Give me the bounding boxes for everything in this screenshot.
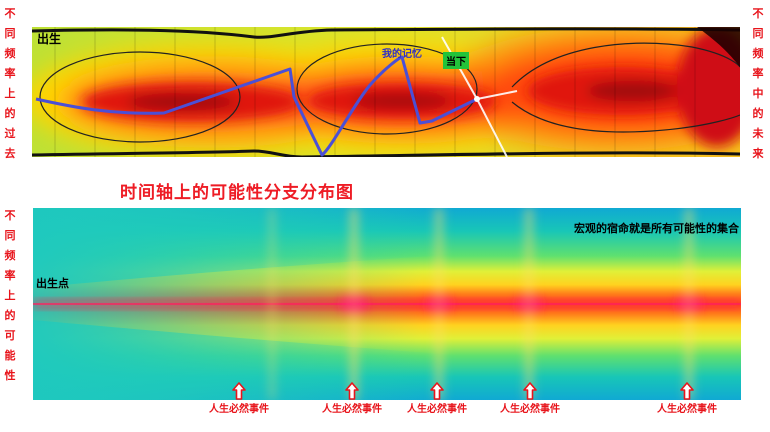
event-marker: 人生必然事件	[647, 382, 727, 415]
bottom-caption: 宏观的宿命就是所有可能性的集合	[574, 222, 739, 235]
event-streaks	[269, 208, 703, 400]
memory-curve	[35, 55, 478, 157]
bottom-heatmap	[33, 208, 741, 400]
up-arrow-icon	[232, 382, 246, 400]
top-boundary	[32, 27, 740, 39]
top-heatmap	[32, 27, 740, 157]
bottom-diagram: 宏观的宿命就是所有可能性的集合 出生点	[33, 208, 741, 400]
event-marker: 人生必然事件	[312, 382, 392, 415]
event-label: 人生必然事件	[500, 404, 560, 415]
right-label-future: 不同频率中的未来	[752, 7, 764, 160]
page-title: 时间轴上的可能性分支分布图	[120, 183, 354, 203]
stripes	[54, 27, 696, 157]
up-arrow-icon	[430, 382, 444, 400]
left-label-possibilities: 不同频率上的可能性	[4, 209, 16, 382]
possibility-ellipses	[39, 42, 740, 143]
now-label: 当下	[443, 52, 469, 69]
event-marker: 人生必然事件	[199, 382, 279, 415]
up-arrow-icon	[345, 382, 359, 400]
event-marker: 人生必然事件	[397, 382, 477, 415]
event-label: 人生必然事件	[657, 404, 717, 415]
birth-point-label: 出生点	[36, 277, 69, 290]
birth-label: 出生	[37, 32, 62, 46]
event-label: 人生必然事件	[407, 404, 467, 415]
memory-label: 我的记忆	[382, 49, 422, 60]
bottom-boundary	[32, 149, 740, 157]
up-arrow-icon	[680, 382, 694, 400]
event-label: 人生必然事件	[209, 404, 269, 415]
up-arrow-icon	[523, 382, 537, 400]
top-diagram: 出生 我的记忆 当下	[32, 27, 740, 157]
event-label: 人生必然事件	[322, 404, 382, 415]
left-label-past: 不同频率上的过去	[4, 7, 16, 160]
event-marker: 人生必然事件	[490, 382, 570, 415]
